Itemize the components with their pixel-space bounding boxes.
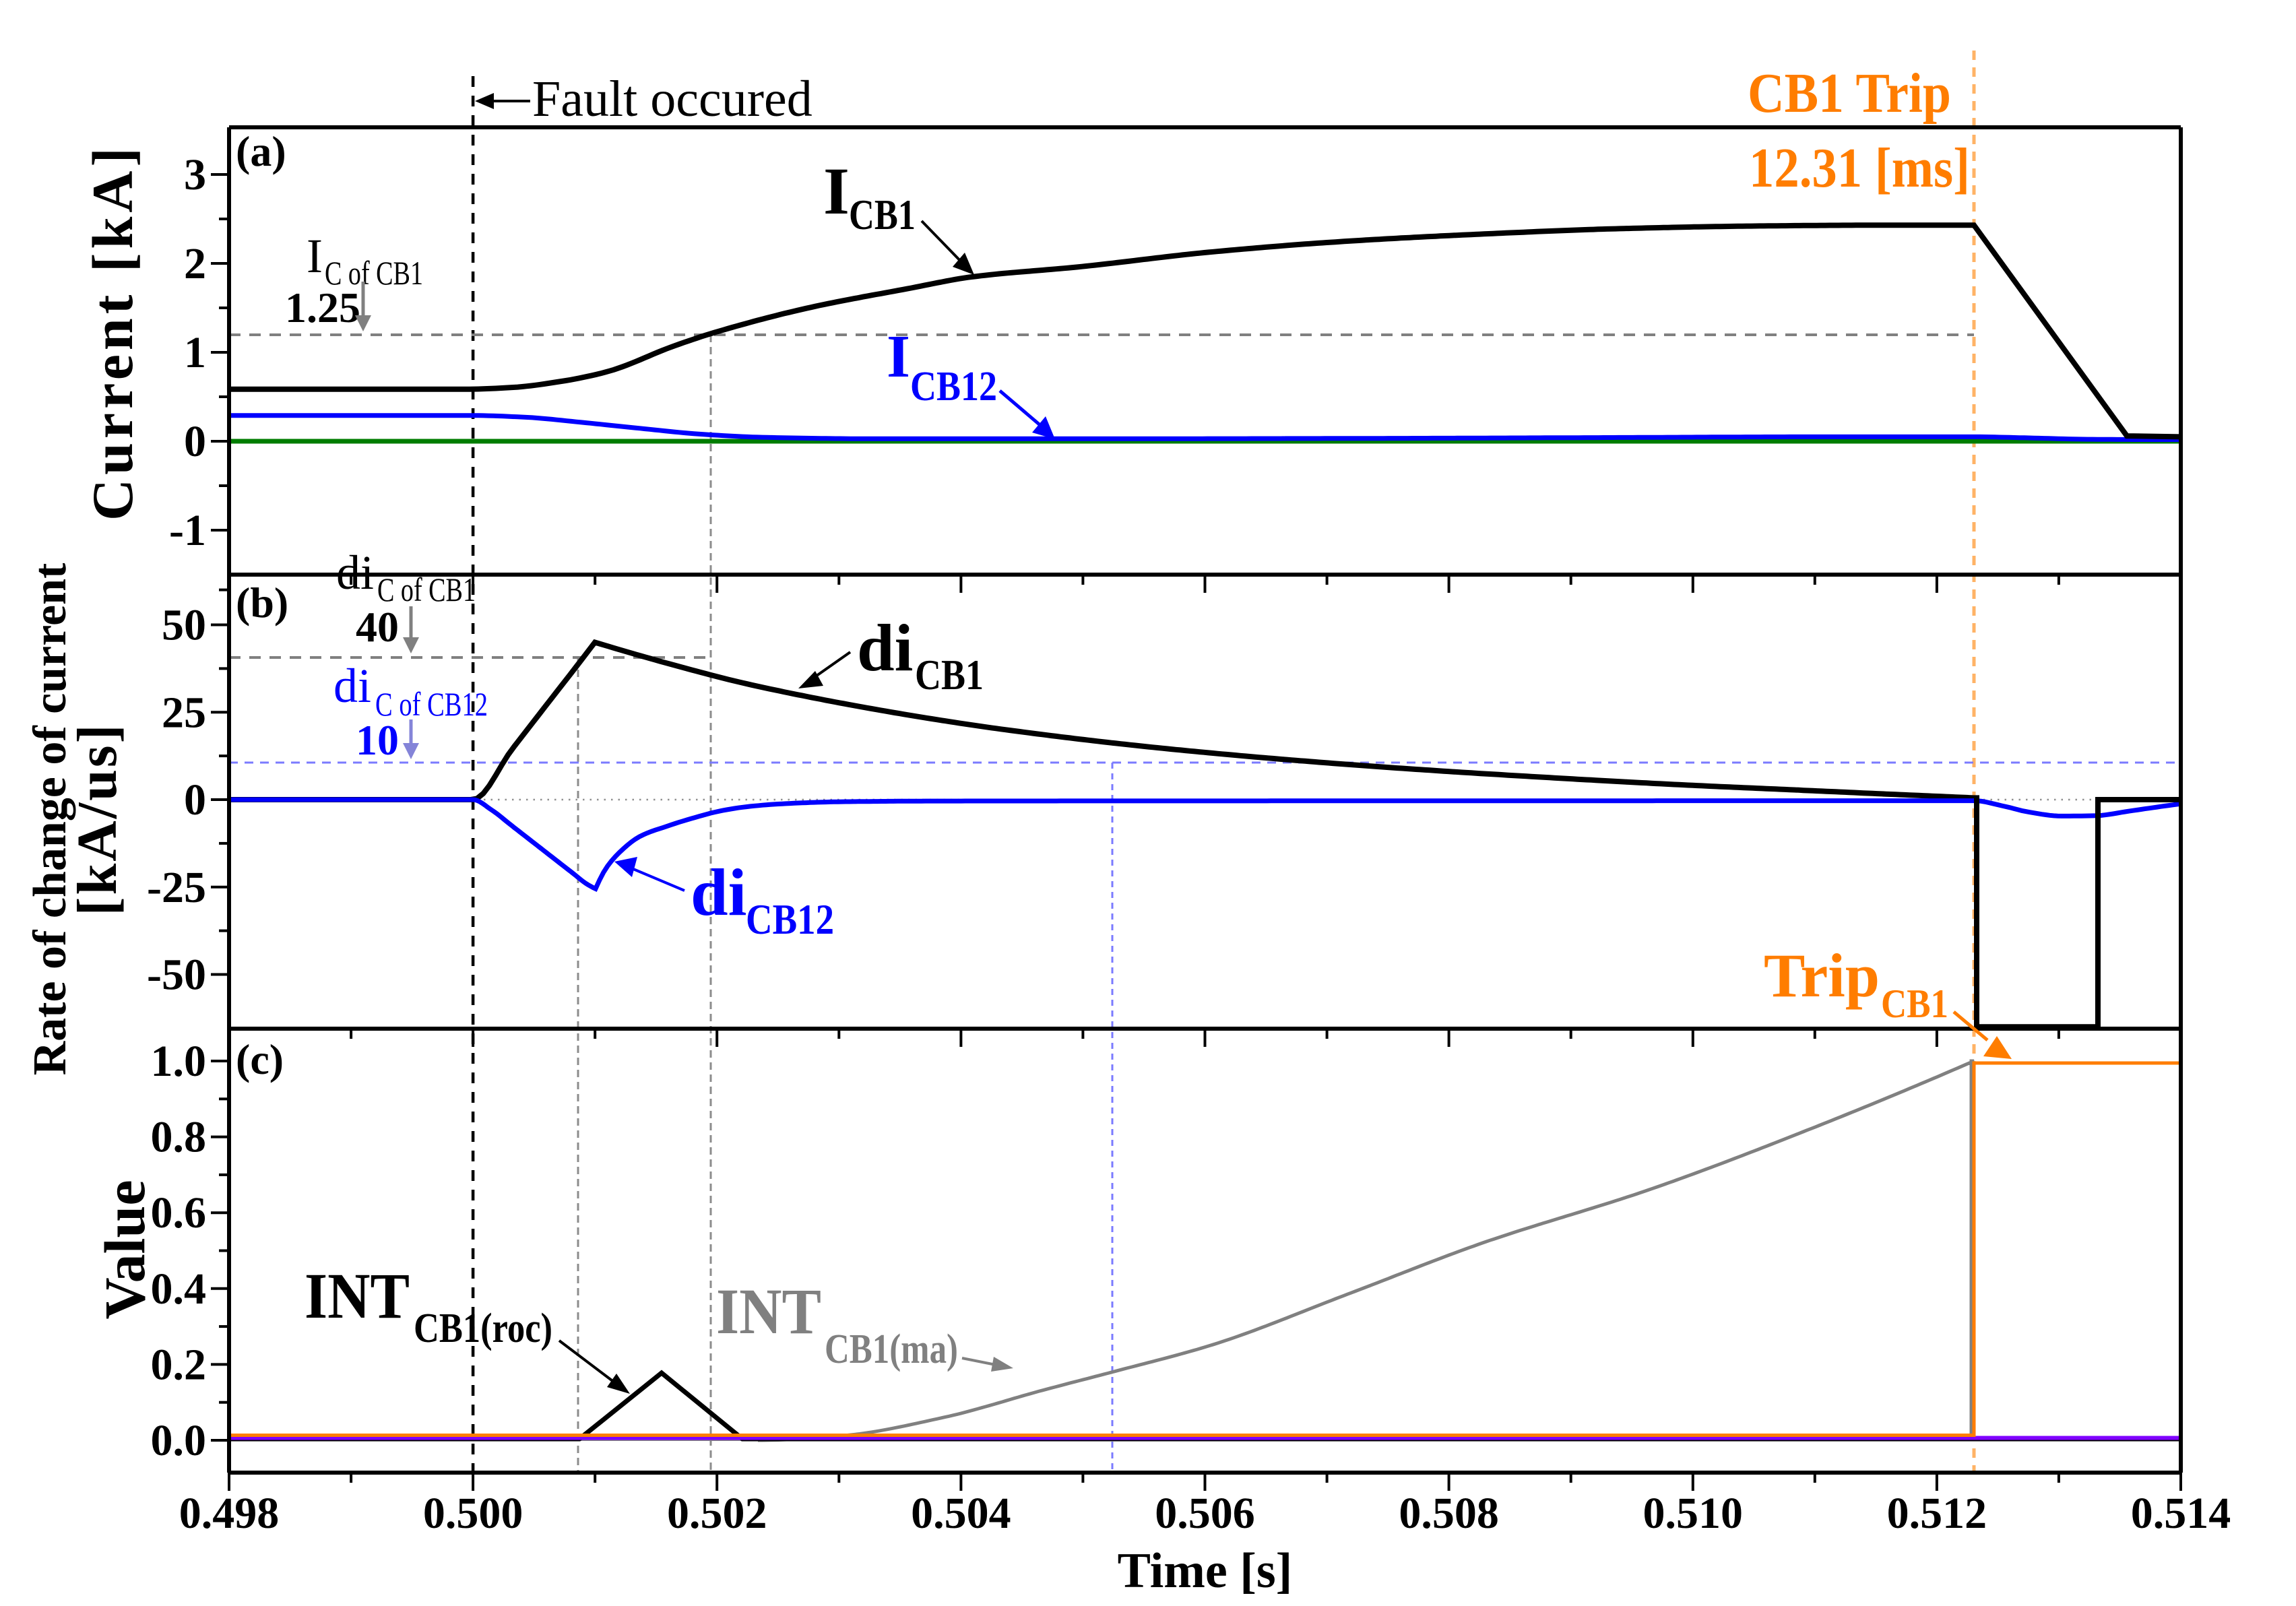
svg-text:I: I [823,154,850,228]
svg-text:Fault occured: Fault occured [532,71,812,127]
svg-text:0.504: 0.504 [911,1489,1011,1538]
svg-text:1.25: 1.25 [285,284,360,331]
svg-text:Rate of change of current: Rate of change of current [24,563,76,1076]
svg-text:-25: -25 [147,863,206,912]
svg-text:0.4: 0.4 [151,1264,207,1314]
svg-text:(a): (a) [236,127,286,175]
svg-text:C of CB1: C of CB1 [325,254,423,292]
svg-text:Value: Value [92,1180,157,1319]
svg-text:C of CB12: C of CB12 [375,685,488,723]
svg-text:Time [s]: Time [s] [1118,1543,1293,1599]
svg-text:40: 40 [356,603,399,651]
svg-text:12.31 [ms]: 12.31 [ms] [1749,137,1970,199]
svg-text:0.514: 0.514 [2131,1489,2231,1538]
svg-text:1.0: 1.0 [151,1037,207,1086]
svg-text:CB1(roc): CB1(roc) [414,1306,552,1351]
svg-text:0: 0 [184,775,206,825]
svg-text:2: 2 [184,239,206,288]
svg-text:-1: -1 [169,506,206,555]
svg-text:(c): (c) [236,1035,284,1083]
svg-text:0.512: 0.512 [1887,1489,1987,1538]
svg-text:I: I [307,229,323,283]
svg-text:0.502: 0.502 [667,1489,767,1538]
svg-text:0.510: 0.510 [1643,1489,1744,1538]
svg-text:INT: INT [716,1275,821,1347]
svg-text:25: 25 [162,688,206,737]
svg-text:di: di [691,855,746,930]
svg-text:Trip: Trip [1764,941,1880,1010]
svg-text:INT: INT [305,1260,410,1332]
svg-text:CB1: CB1 [915,651,984,699]
svg-text:0.0: 0.0 [151,1416,207,1465]
svg-text:Current [kA]: Current [kA] [80,143,145,521]
svg-text:(b): (b) [236,579,288,627]
svg-text:[kA/us]: [kA/us] [66,722,129,916]
svg-text:CB12: CB12 [910,364,997,410]
svg-text:CB1: CB1 [1881,982,1948,1026]
svg-text:0.2: 0.2 [151,1340,207,1389]
svg-text:0.8: 0.8 [151,1113,207,1162]
svg-text:0.508: 0.508 [1399,1489,1499,1538]
svg-text:50: 50 [162,601,206,650]
svg-text:di: di [336,546,374,600]
svg-text:CB1(ma): CB1(ma) [825,1326,958,1372]
svg-text:3: 3 [184,150,206,199]
svg-text:0.506: 0.506 [1155,1489,1255,1538]
svg-text:I: I [887,323,910,390]
svg-text:C of CB1: C of CB1 [377,571,476,608]
svg-text:-50: -50 [147,951,206,1000]
svg-text:10: 10 [356,716,399,764]
svg-text:CB1: CB1 [849,191,916,238]
svg-text:1: 1 [184,328,206,377]
svg-text:di: di [333,659,371,713]
svg-text:0.498: 0.498 [179,1489,280,1538]
svg-text:0: 0 [184,417,206,466]
svg-text:0.500: 0.500 [423,1489,523,1538]
svg-text:di: di [857,610,913,685]
svg-text:0.6: 0.6 [151,1188,207,1238]
svg-text:CB1 Trip: CB1 Trip [1748,62,1951,125]
svg-text:CB12: CB12 [746,895,834,943]
